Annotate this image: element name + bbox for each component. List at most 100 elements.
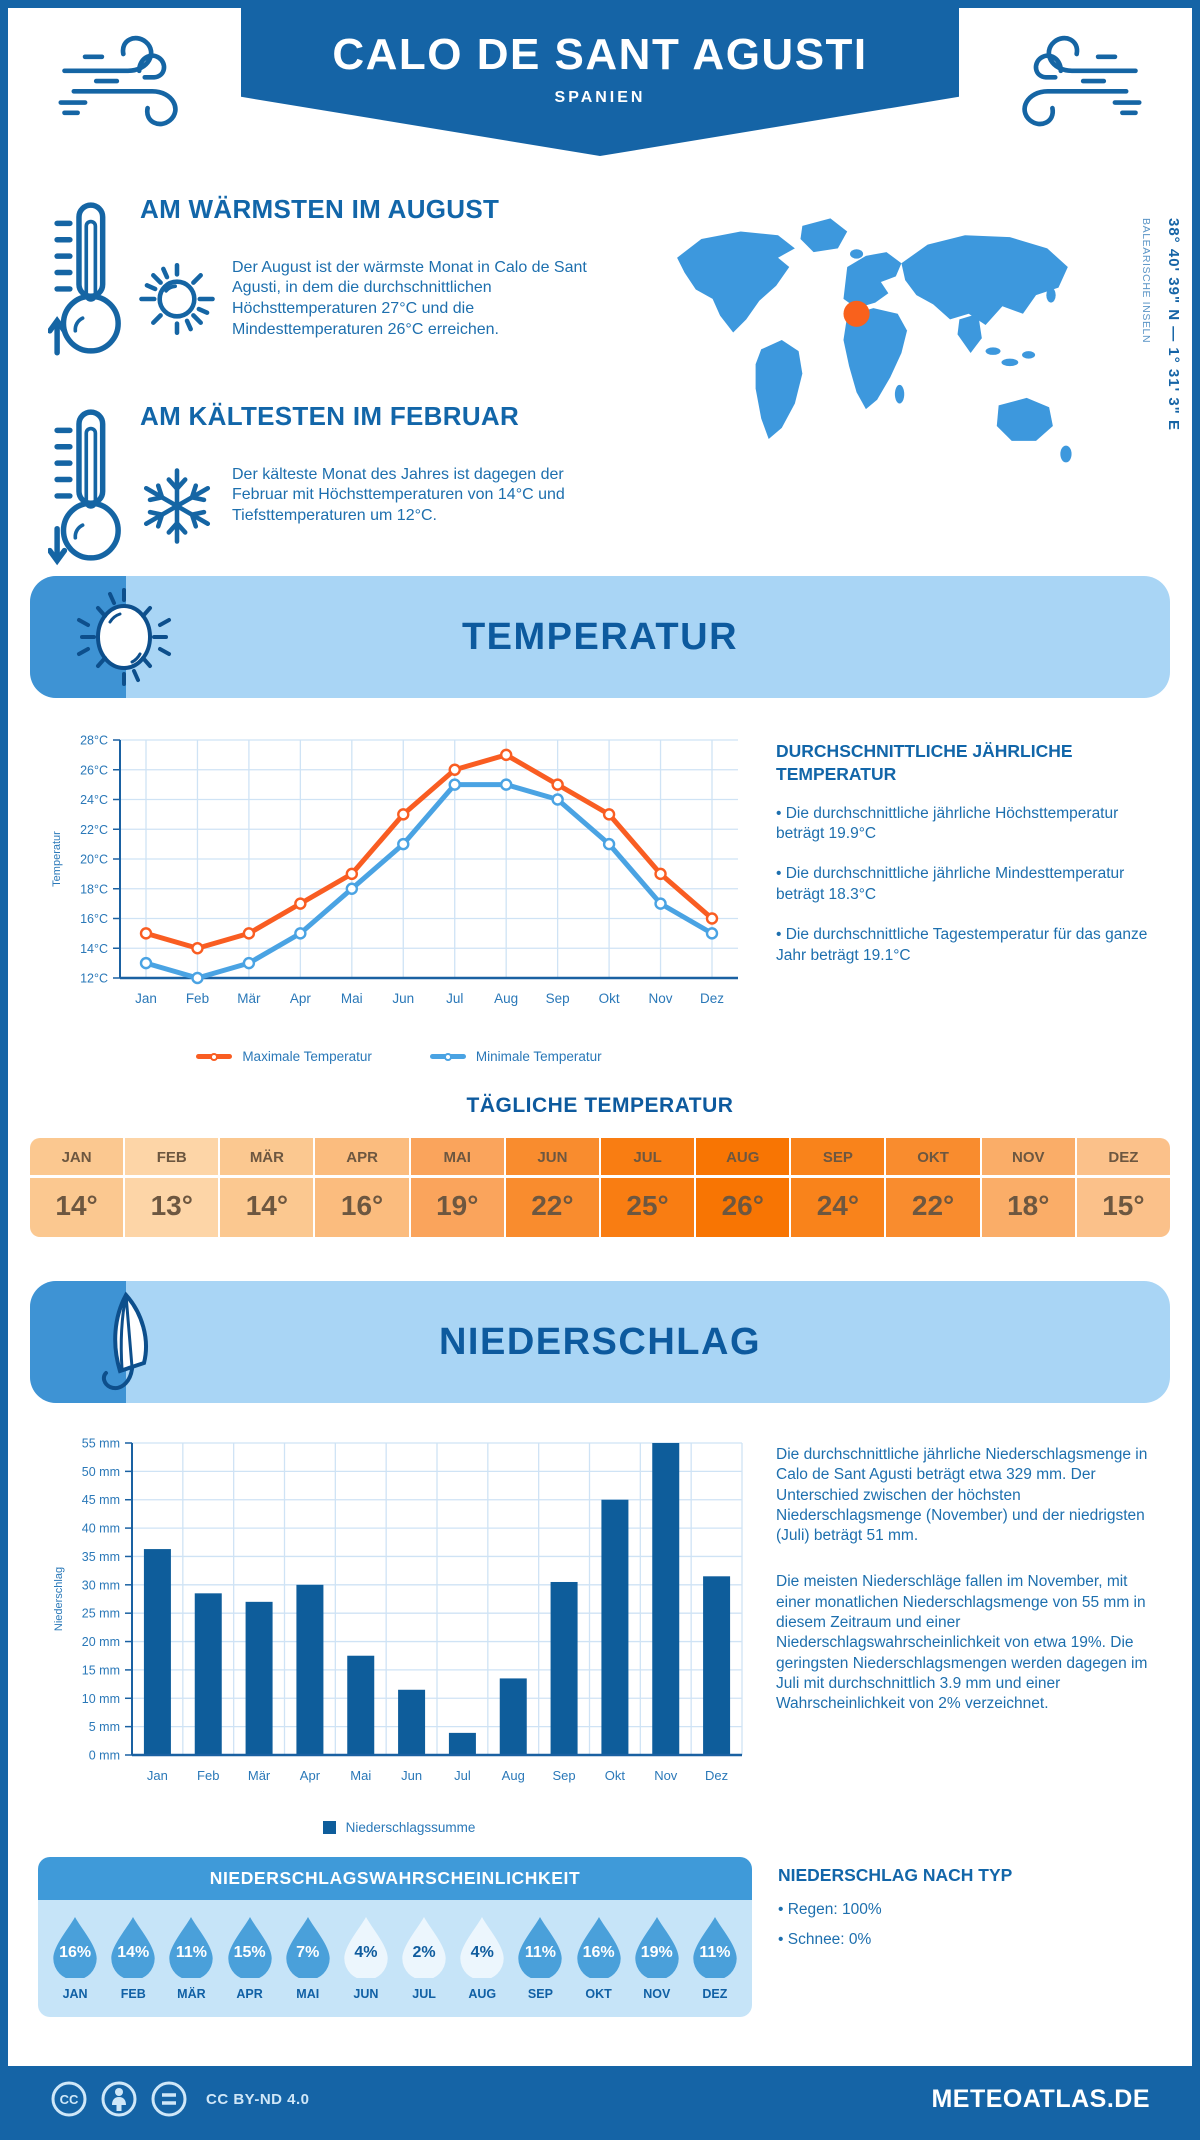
- daily-temp-month: FEB: [125, 1138, 219, 1178]
- precip-probability-month: AUG: [468, 1987, 497, 2001]
- droplet-icon: 14%: [110, 1916, 156, 1981]
- intro-section: AM WÄRMSTEN IM AUGUST Der August ist der…: [8, 158, 1192, 566]
- droplet-icon: 11%: [692, 1916, 738, 1981]
- min-temp-legend-swatch: [429, 1052, 466, 1061]
- precip-probability-value: 4%: [354, 1944, 378, 1961]
- sun-icon: [136, 258, 218, 345]
- precip-probability-month: MAI: [296, 1987, 320, 2001]
- thermometer-up-icon: [47, 192, 130, 369]
- svg-text:45 mm: 45 mm: [82, 1493, 120, 1507]
- svg-text:22°C: 22°C: [80, 823, 108, 837]
- svg-text:Niederschlag: Niederschlag: [53, 1567, 65, 1631]
- daily-temp-month: OKT: [886, 1138, 980, 1178]
- precip-probability-value: 16%: [59, 1944, 92, 1961]
- precip-probability-cell: 16% JAN: [46, 1916, 104, 2001]
- precip-probability-month: SEP: [527, 1987, 553, 2001]
- daily-temp-column: JAN 14°: [30, 1138, 124, 1237]
- precip-paragraph: Die durchschnittliche jährliche Niedersc…: [776, 1446, 1148, 1545]
- svg-text:16°C: 16°C: [80, 912, 108, 926]
- precip-probability-value: 11%: [524, 1944, 556, 1961]
- daily-temp-value: 13°: [150, 1190, 193, 1221]
- cc-by-icon: [101, 2081, 137, 2117]
- droplet-icon: 16%: [52, 1916, 98, 1981]
- coldest-block: AM KÄLTESTEN IM FEBRUAR: [47, 399, 638, 576]
- svg-text:40 mm: 40 mm: [82, 1522, 120, 1536]
- daily-temp-value: 24°: [816, 1190, 860, 1221]
- daily-temp-column: JUL 25°: [600, 1138, 695, 1237]
- world-map-graphic: [677, 218, 1072, 463]
- header: CALO DE SANT AGUSTI SPANIEN: [8, 8, 1192, 158]
- svg-text:55 mm: 55 mm: [82, 1437, 120, 1451]
- daily-temp-column: APR 16°: [315, 1138, 409, 1237]
- svg-text:Aug: Aug: [494, 991, 518, 1006]
- droplet-icon: 15%: [227, 1916, 273, 1981]
- svg-text:10 mm: 10 mm: [82, 1692, 120, 1706]
- daily-temp-column: SEP 24°: [791, 1138, 885, 1237]
- coldest-text: Der kälteste Monat des Jahres ist dagege…: [232, 465, 565, 525]
- svg-text:50 mm: 50 mm: [82, 1465, 120, 1479]
- precip-probability-cell: 4% JUN: [337, 1916, 395, 2001]
- coordinates-label: 38° 40' 39" N — 1° 31' 3" E: [1165, 218, 1182, 431]
- banner-tab: [30, 1281, 126, 1403]
- svg-text:Aug: Aug: [502, 1768, 525, 1783]
- temperature-banner: TEMPERATUR: [30, 576, 1170, 698]
- page-subtitle: SPANIEN: [554, 89, 646, 106]
- daily-temp-value: 19°: [436, 1190, 479, 1221]
- warmest-text: Der August ist der wärmste Monat in Calo…: [232, 258, 587, 338]
- svg-text:Feb: Feb: [197, 1768, 219, 1783]
- droplet-icon: 4%: [343, 1916, 389, 1981]
- daily-temp-value: 22°: [531, 1190, 574, 1221]
- daily-temp-value: 22°: [911, 1190, 955, 1221]
- precip-probability-cell: 11% SEP: [511, 1916, 569, 2001]
- droplet-icon: 11%: [168, 1916, 214, 1981]
- annual-temp-bullet: Die durchschnittliche jährliche Mindestt…: [776, 864, 1166, 905]
- site-name: METEOATLAS.DE: [931, 2084, 1150, 2113]
- warmest-block: AM WÄRMSTEN IM AUGUST Der August ist der…: [47, 192, 638, 369]
- location-marker: [843, 300, 870, 327]
- svg-text:Mai: Mai: [341, 991, 363, 1006]
- svg-text:Jun: Jun: [401, 1768, 422, 1783]
- precip-probability-month: FEB: [120, 1987, 146, 2001]
- wind-icon: [58, 35, 178, 127]
- wind-icon: [1022, 35, 1142, 127]
- svg-text:Nov: Nov: [654, 1768, 678, 1783]
- probability-section: NIEDERSCHLAGSWAHRSCHEINLICHKEIT 16% JAN 14…: [8, 1835, 1192, 2017]
- temperature-title: TEMPERATUR: [461, 616, 739, 658]
- svg-text:Dez: Dez: [700, 991, 724, 1006]
- snowflake-icon: [136, 465, 218, 552]
- svg-text:Okt: Okt: [605, 1768, 626, 1783]
- precip-probability-cell: 19% NOV: [628, 1916, 686, 2001]
- svg-text:18°C: 18°C: [80, 882, 108, 896]
- svg-text:Nov: Nov: [649, 991, 673, 1006]
- footer: CC CC BY-ND 4.0 METEOATLAS.DE: [8, 2066, 1192, 2132]
- daily-temp-column: MÄR 14°: [220, 1138, 314, 1237]
- precip-probability-value: 11%: [175, 1944, 207, 1961]
- daily-temp-heading: TÄGLICHE TEMPERATUR: [466, 1094, 734, 1117]
- daily-temp-month: MÄR: [220, 1138, 314, 1178]
- svg-text:30 mm: 30 mm: [82, 1578, 120, 1592]
- precip-probability-month: JUL: [412, 1987, 436, 2001]
- precip-probability-drops: 16% JAN 14% FEB 11% MÄR 15% APR 7% MAI 4% JUN 2% JUL 4…: [38, 1900, 752, 2017]
- daily-temp-column: JUN 22°: [505, 1138, 599, 1237]
- daily-temp-column: AUG 26°: [696, 1138, 790, 1237]
- precip-probability-month: MÄR: [177, 1987, 206, 2001]
- precip-probability-heading: NIEDERSCHLAGSWAHRSCHEINLICHKEIT: [38, 1857, 752, 1900]
- precip-probability-cell: 15% APR: [221, 1916, 279, 2001]
- license-badges: CC CC BY-ND 4.0: [50, 2080, 310, 2118]
- daily-temp-value: 14°: [55, 1190, 98, 1221]
- umbrella-icon: [64, 1287, 184, 1404]
- title-banner: CALO DE SANT AGUSTI SPANIEN: [241, 8, 959, 156]
- precip-by-type: NIEDERSCHLAG NACH TYP Regen: 100% Schnee…: [778, 1857, 1012, 2017]
- daily-temp-column: OKT 22°: [886, 1138, 980, 1237]
- svg-text:Jul: Jul: [454, 1768, 471, 1783]
- precip-legend-swatch: [322, 1821, 336, 1834]
- sun-badge-icon: [64, 582, 184, 697]
- droplet-icon: 7%: [285, 1916, 331, 1981]
- world-map: 38° 40' 39" N — 1° 31' 3" E BALEARISCHE …: [638, 192, 1192, 560]
- thermometer-down-icon: [47, 399, 130, 576]
- svg-text:Okt: Okt: [599, 991, 620, 1006]
- svg-text:Mai: Mai: [350, 1768, 371, 1783]
- svg-text:Jan: Jan: [147, 1768, 168, 1783]
- svg-text:Jul: Jul: [446, 991, 463, 1006]
